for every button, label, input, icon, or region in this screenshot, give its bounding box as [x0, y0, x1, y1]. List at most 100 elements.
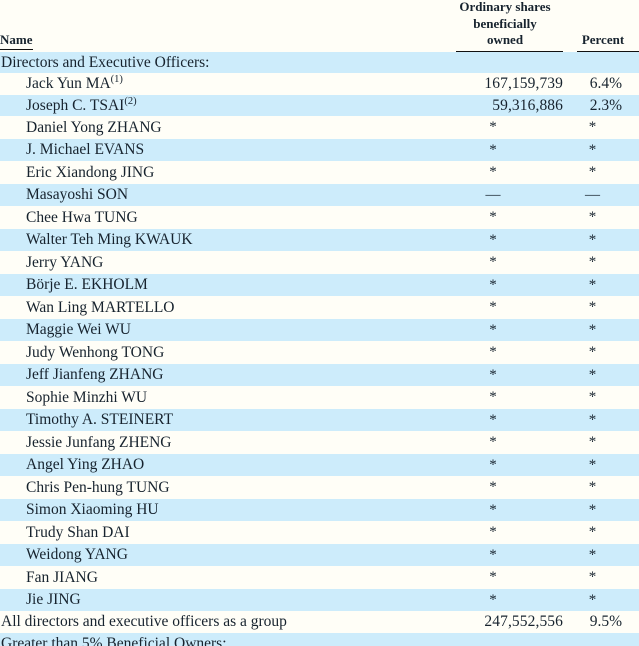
column-header-name-label: Name	[0, 32, 33, 50]
asterisk-marker: *	[489, 569, 497, 585]
row-total-label: All directors and executive officers as …	[0, 611, 443, 633]
row-percent-value: *	[567, 566, 639, 589]
column-header-name: Name	[0, 0, 443, 52]
row-shares-value: *	[443, 116, 567, 139]
dash-marker: —	[485, 186, 501, 203]
asterisk-marker: *	[489, 546, 497, 563]
asterisk-marker: *	[588, 479, 597, 495]
table-row: Maggie Wei WU * *	[0, 318, 639, 341]
row-name-label: Walter Teh Ming KWAUK	[0, 228, 443, 251]
row-name-label: J. Michael EVANS	[0, 138, 443, 161]
row-shares-value: *	[443, 431, 567, 454]
row-percent-value: *	[567, 228, 639, 251]
row-shares-value: *	[443, 138, 567, 161]
row-percent-value: *	[567, 543, 639, 566]
row-percent-value: *	[567, 588, 639, 611]
asterisk-marker: *	[588, 411, 597, 428]
asterisk-marker: *	[489, 209, 497, 225]
row-shares-value: 59,316,886	[443, 94, 567, 116]
row-shares-value: *	[443, 453, 567, 476]
row-shares-value	[443, 632, 567, 646]
row-name-label: Fan JIANG	[0, 566, 443, 589]
asterisk-marker: *	[588, 389, 597, 405]
row-shares-value: *	[443, 588, 567, 611]
row-name-label: Judy Wenhong TONG	[0, 341, 443, 364]
row-shares-value: *	[443, 161, 567, 184]
row-shares-value: *	[443, 318, 567, 341]
asterisk-marker: *	[489, 119, 497, 135]
table-row: Joseph C. TSAI(2) 59,316,886 2.3%	[0, 94, 639, 116]
row-percent-value: 6.4%	[567, 73, 639, 95]
asterisk-marker: *	[489, 299, 497, 315]
row-shares-value: *	[443, 363, 567, 386]
row-percent-value: *	[567, 273, 639, 296]
row-name-label: Chee Hwa TUNG	[0, 206, 443, 229]
table-row: All directors and executive officers as …	[0, 611, 639, 633]
asterisk-marker: *	[489, 344, 497, 360]
row-name-label: Chris Pen-hung TUNG	[0, 476, 443, 499]
row-name-label: Joseph C. TSAI(2)	[0, 94, 443, 116]
asterisk-marker: *	[588, 119, 597, 135]
asterisk-marker: *	[588, 141, 597, 158]
row-name-label: Masayoshi SON	[0, 183, 443, 206]
row-percent-value: *	[567, 476, 639, 499]
row-shares-value: *	[443, 273, 567, 296]
asterisk-marker: *	[588, 164, 597, 180]
table-header: Name Ordinary shares beneficially owned …	[0, 0, 639, 52]
asterisk-marker: *	[489, 276, 497, 293]
asterisk-marker: *	[588, 276, 597, 293]
row-shares-value	[443, 51, 567, 73]
row-shares-value: *	[443, 498, 567, 521]
table-row: Daniel Yong ZHANG * *	[0, 116, 639, 139]
row-shares-value: *	[443, 296, 567, 319]
row-name-label: Simon Xiaoming HU	[0, 498, 443, 521]
asterisk-marker: *	[588, 299, 597, 315]
row-name-label: Jeff Jianfeng ZHANG	[0, 363, 443, 386]
asterisk-marker: *	[489, 501, 497, 518]
asterisk-marker: *	[489, 321, 497, 338]
asterisk-marker: *	[588, 569, 597, 585]
asterisk-marker: *	[588, 366, 597, 383]
asterisk-marker: *	[489, 524, 497, 540]
column-header-percent: Percent	[567, 0, 639, 52]
footnote-marker: (2)	[124, 95, 137, 107]
table-row: Trudy Shan DAI * *	[0, 521, 639, 544]
asterisk-marker: *	[588, 546, 597, 563]
column-header-shares-line1: Ordinary shares	[459, 0, 551, 14]
row-shares-value: *	[443, 566, 567, 589]
row-shares-value: *	[443, 408, 567, 431]
row-percent-value: *	[567, 341, 639, 364]
asterisk-marker: *	[489, 254, 497, 270]
table-row: Timothy A. STEINERT * *	[0, 408, 639, 431]
asterisk-marker: *	[588, 524, 597, 540]
row-percent-value: *	[567, 386, 639, 409]
row-name-label: Jack Yun MA(1)	[0, 73, 443, 95]
row-percent-value: *	[567, 453, 639, 476]
row-name-label: Wan Ling MARTELLO	[0, 296, 443, 319]
row-shares-value: *	[443, 206, 567, 229]
row-name-label: Eric Xiandong JING	[0, 161, 443, 184]
table-row: Fan JIANG * *	[0, 566, 639, 589]
row-shares-value: *	[443, 251, 567, 274]
row-percent-value: *	[567, 498, 639, 521]
asterisk-marker: *	[489, 591, 497, 608]
row-name-label: Jessie Junfang ZHENG	[0, 431, 443, 454]
row-name-label: Daniel Yong ZHANG	[0, 116, 443, 139]
row-name-label: Jie JING	[0, 588, 443, 611]
asterisk-marker: *	[489, 366, 497, 383]
row-percent-value: *	[567, 296, 639, 319]
row-percent-value: *	[567, 363, 639, 386]
table-row: Jie JING * *	[0, 588, 639, 611]
row-percent-value: *	[567, 251, 639, 274]
asterisk-marker: *	[489, 164, 497, 180]
row-percent-value: *	[567, 408, 639, 431]
table-body: Directors and Executive Officers: Jack Yu…	[0, 51, 639, 646]
table-row: Chee Hwa TUNG * *	[0, 206, 639, 229]
table-row: Masayoshi SON — —	[0, 183, 639, 206]
row-percent-value: *	[567, 318, 639, 341]
asterisk-marker: *	[489, 141, 497, 158]
row-percent-value: 9.5%	[567, 611, 639, 633]
asterisk-marker: *	[489, 456, 497, 473]
